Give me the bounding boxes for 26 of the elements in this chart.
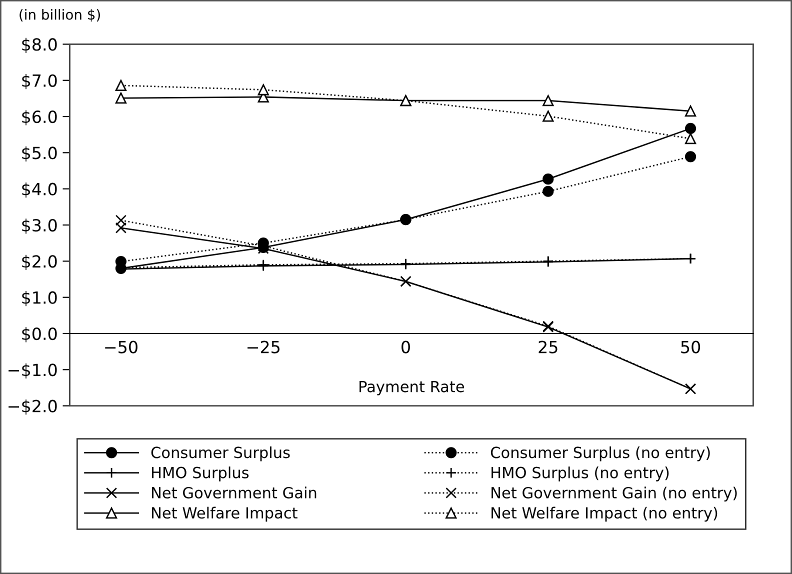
x-tick-label: 25 [538, 340, 558, 354]
y-tick-label: $0.0 [22, 327, 57, 342]
legend-label: Net Welfare Impact [152, 506, 298, 522]
y-tick-label: $4.0 [22, 182, 57, 198]
y-axis-title: (in billion $) [20, 9, 100, 22]
y-tick-label: $7.0 [22, 74, 57, 90]
legend-label: Consumer Surplus (no entry) [490, 446, 710, 462]
legend-label: HMO Surplus [152, 466, 249, 482]
y-tick-label: $2.0 [22, 254, 57, 270]
y-tick-label: $3.0 [22, 218, 57, 234]
x-tick-label: −50 [105, 340, 138, 354]
y-tick-label: $5.0 [22, 146, 57, 162]
x-tick-label: 50 [681, 340, 700, 354]
legend-label: HMO Surplus (no entry) [492, 466, 669, 482]
legend-label: Net Government Gain [152, 486, 316, 498]
legend-label: Net Government Gain (no entry) [492, 486, 737, 502]
y-tick-label: $8.0 [22, 38, 57, 53]
legend-label: Consumer Surplus [151, 446, 290, 462]
y-tick-label: $1.0 [22, 291, 57, 306]
y-tick-label: −$1.0 [8, 363, 57, 378]
x-axis-title: Payment Rate [360, 380, 464, 396]
y-tick-label: −$2.0 [8, 399, 57, 415]
y-tick-label: $6.0 [22, 110, 57, 126]
x-tick-label: −25 [248, 340, 280, 354]
x-tick-label: 0 [402, 340, 410, 354]
legend-label: Net Welfare Impact (no entry) [492, 506, 718, 522]
